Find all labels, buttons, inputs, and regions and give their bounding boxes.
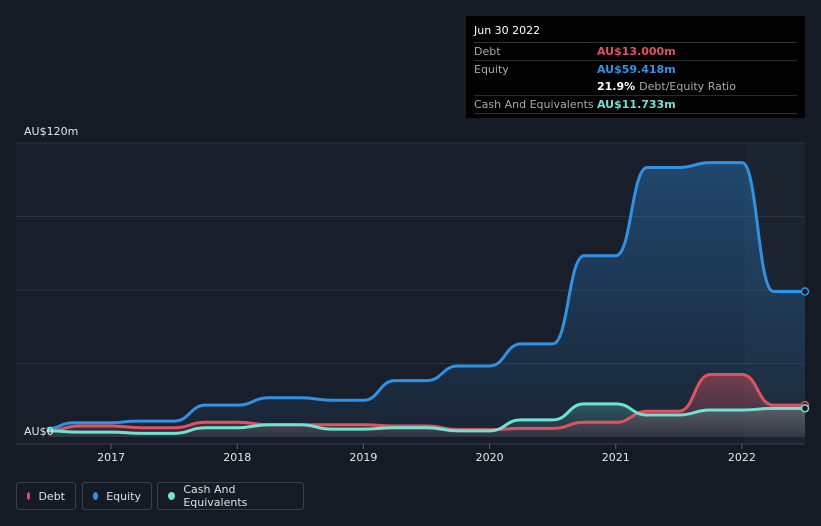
tooltip-cash-row: Cash And Equivalents AU$11.733m	[474, 96, 797, 114]
equity-area	[48, 162, 805, 437]
cash-dot-icon	[168, 492, 176, 500]
equity-dot-icon	[93, 492, 99, 500]
debt-dot-icon	[27, 492, 31, 500]
x-tick-label: 2022	[728, 451, 756, 464]
x-axis-ticks: 2017 2018 2019 2020 2021 2022	[97, 444, 756, 464]
x-tick-label: 2020	[476, 451, 504, 464]
legend-debt[interactable]: Debt	[16, 482, 76, 510]
tooltip-equity-value: AU$59.418m	[597, 63, 676, 76]
y-tick-zero: AU$0	[24, 425, 54, 438]
tooltip-debt-value: AU$13.000m	[597, 45, 676, 58]
tooltip-equity-label: Equity	[474, 63, 509, 76]
legend-equity[interactable]: Equity	[82, 482, 152, 510]
x-tick-label: 2017	[97, 451, 125, 464]
tooltip-equity-row: Equity AU$59.418m	[474, 61, 797, 78]
tooltip-ratio-row: 21.9% Debt/Equity Ratio	[474, 78, 797, 96]
legend-equity-label: Equity	[106, 489, 141, 503]
tooltip-cash-label: Cash And Equivalents	[474, 98, 594, 111]
equity-end-marker	[800, 287, 810, 296]
series-lines	[46, 161, 807, 435]
series-end-markers	[800, 287, 810, 413]
cash-line	[46, 402, 807, 435]
x-tick-label: 2018	[223, 451, 251, 464]
legend-cash-label: Cash And Equivalents	[183, 483, 248, 509]
legend-debt-label: Debt	[38, 489, 65, 503]
cash-end-marker	[800, 404, 810, 413]
equity-line	[46, 161, 807, 430]
tooltip-date: Jun 30 2022	[474, 24, 797, 43]
debt-line	[46, 373, 807, 433]
tooltip-ratio-label: Debt/Equity Ratio	[639, 80, 736, 93]
tooltip: Jun 30 2022 Debt AU$13.000m Equity AU$59…	[466, 16, 805, 118]
tooltip-debt-label: Debt	[474, 45, 501, 58]
x-tick-label: 2019	[349, 451, 377, 464]
tooltip-ratio-value: 21.9%	[597, 80, 636, 93]
legend-cash[interactable]: Cash And Equivalents	[157, 482, 304, 510]
tooltip-debt-row: Debt AU$13.000m	[474, 43, 797, 61]
y-tick-top: AU$120m	[24, 125, 78, 138]
tooltip-cash-value: AU$11.733m	[597, 98, 676, 111]
x-tick-label: 2021	[602, 451, 630, 464]
